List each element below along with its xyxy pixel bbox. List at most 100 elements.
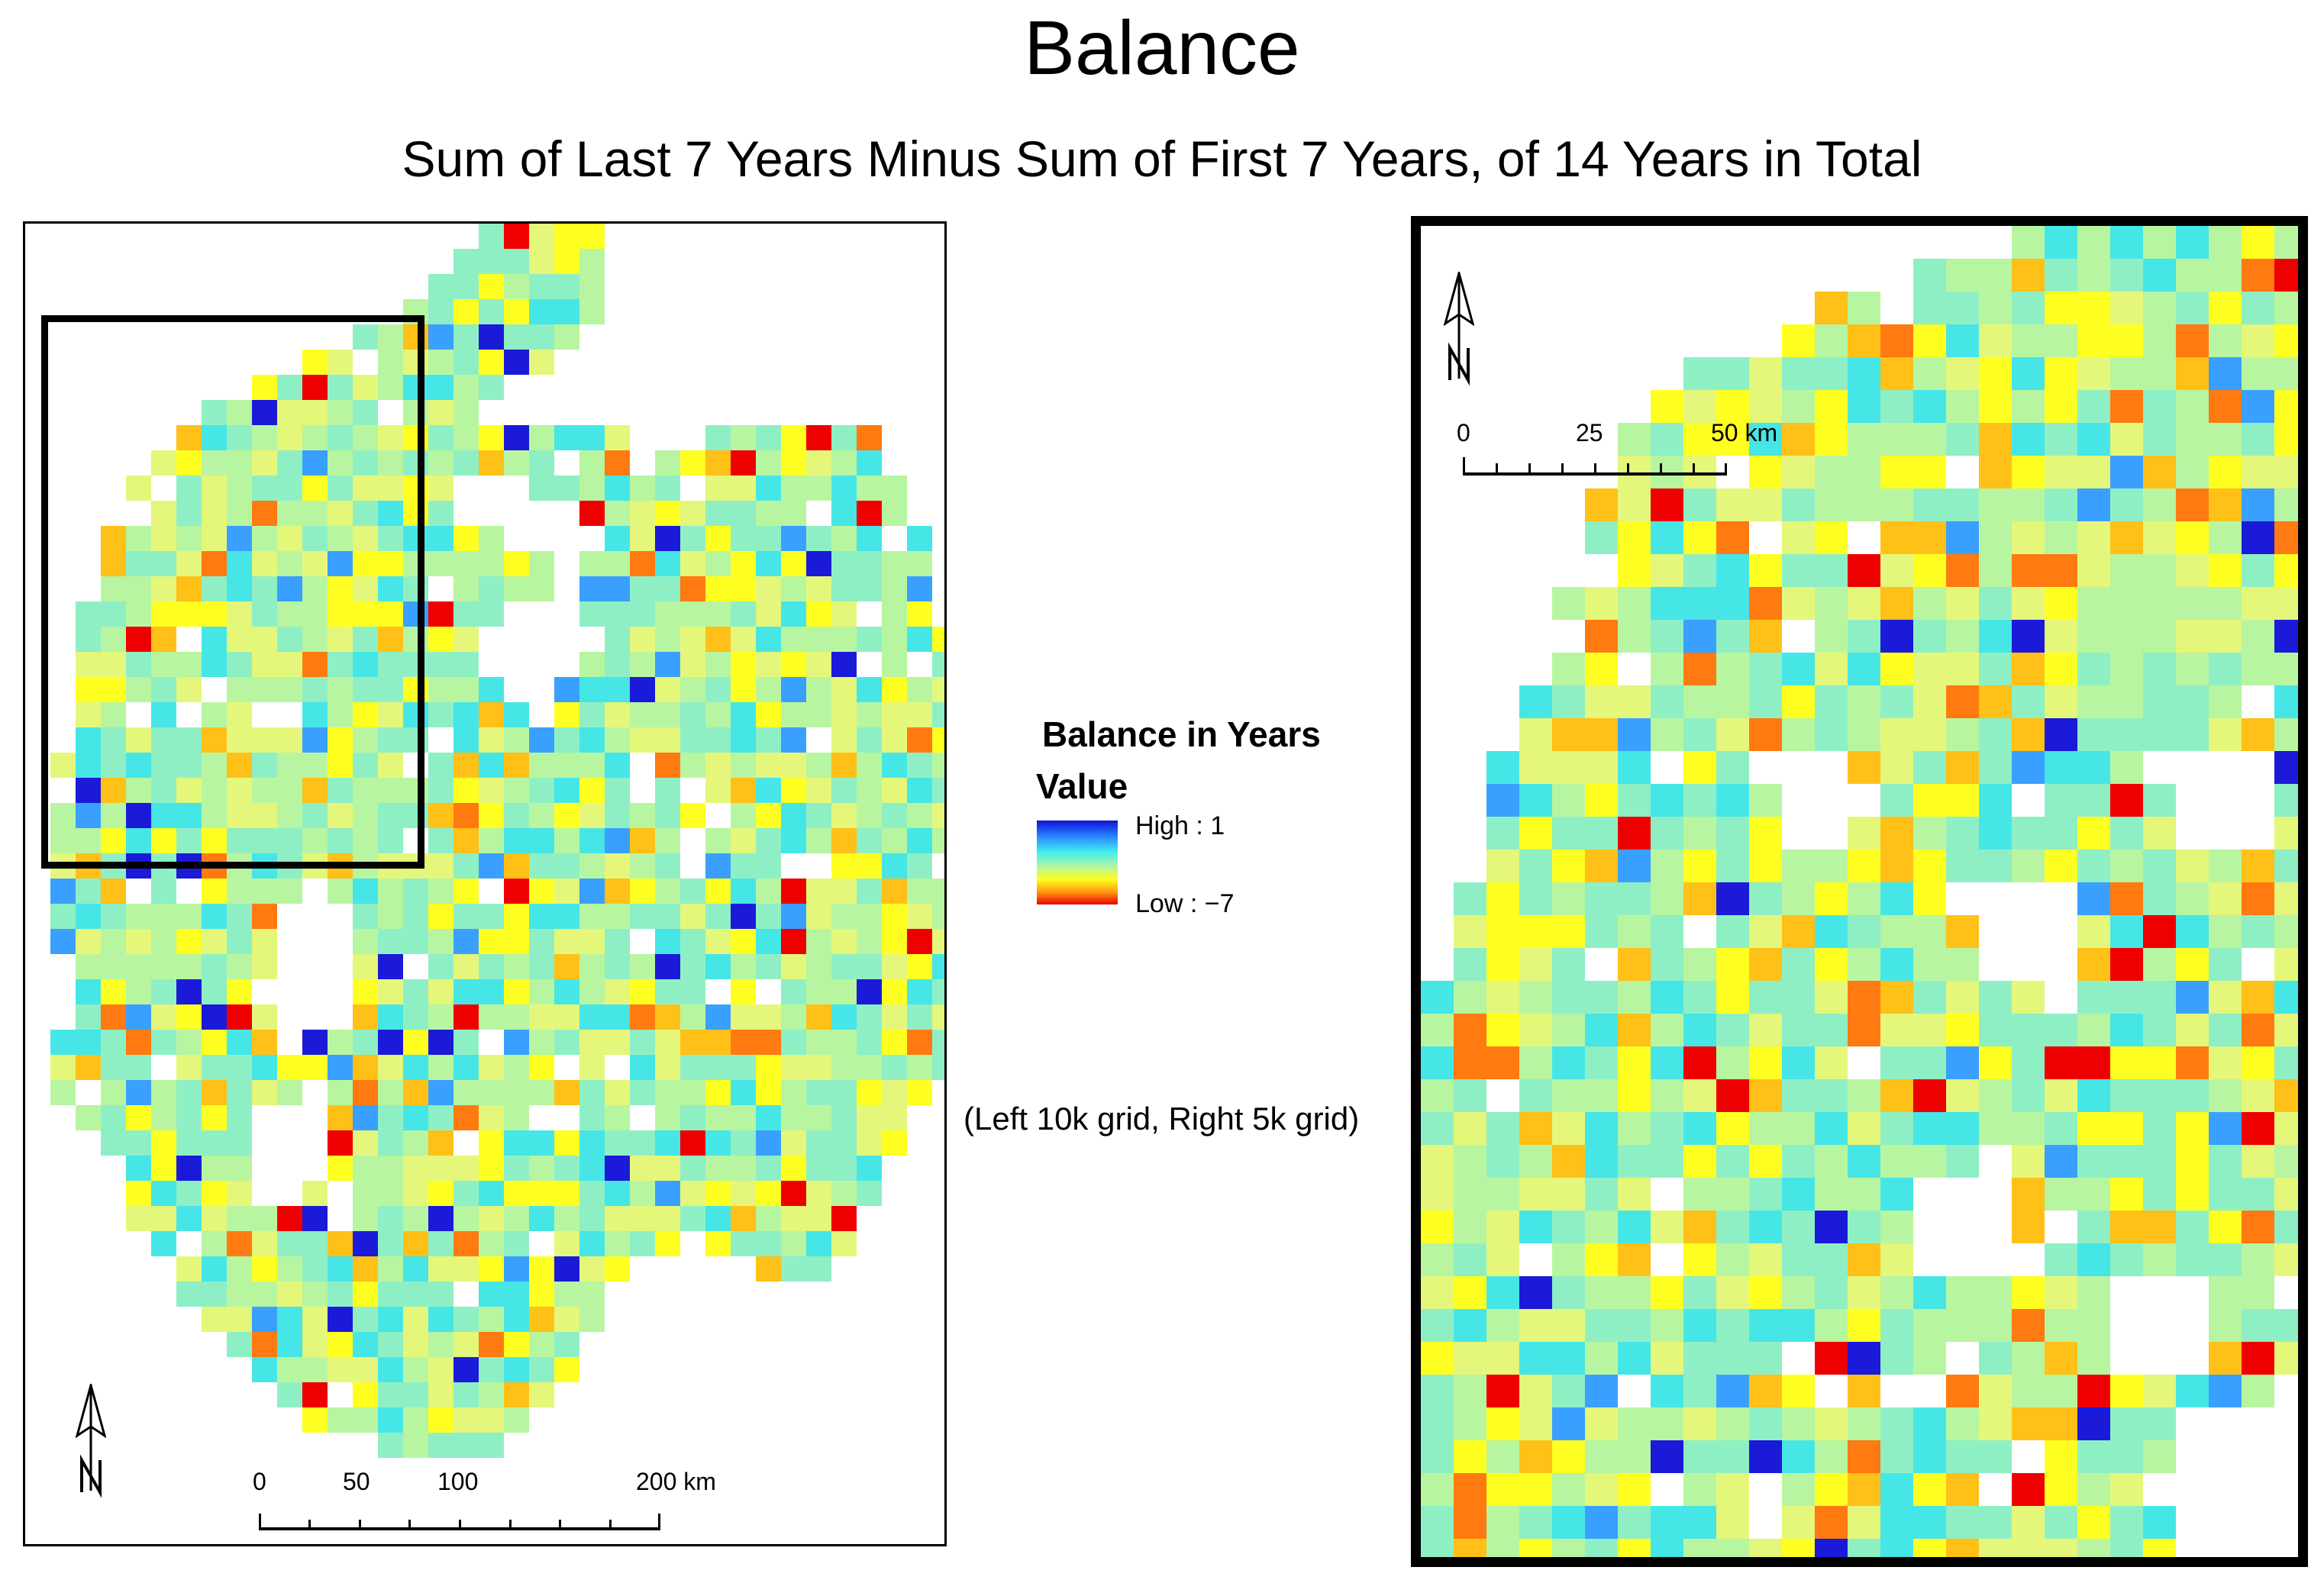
right-grid-cell — [1880, 915, 1913, 948]
left-grid-cell — [655, 501, 680, 526]
right-grid-cell — [1519, 1506, 1552, 1539]
left-grid-cell — [680, 677, 705, 702]
right-grid-cell — [1552, 1539, 1585, 1557]
right-grid-cell — [1683, 1375, 1716, 1407]
left-grid-cell — [227, 677, 252, 702]
left-grid-cell — [101, 652, 126, 677]
right-grid-cell — [1749, 685, 1782, 718]
right-grid-cell — [1683, 882, 1716, 915]
left-grid-cell — [378, 1357, 403, 1382]
right-grid-cell — [1618, 1506, 1651, 1539]
left-grid-cell — [554, 1181, 579, 1206]
right-grid-cell — [2045, 1473, 2077, 1506]
left-grid-cell — [277, 400, 302, 425]
left-grid-cell — [454, 879, 479, 904]
right-grid-cell — [1683, 981, 1716, 1014]
right-grid-cell — [1618, 1178, 1651, 1211]
right-grid-cell — [1716, 817, 1749, 850]
right-grid-cell — [1782, 1539, 1815, 1557]
left-grid-cell — [731, 1181, 756, 1206]
right-grid-cell — [2077, 981, 2110, 1014]
left-grid-cell — [328, 652, 353, 677]
right-grid-cell — [1880, 1276, 1913, 1309]
left-grid-cell — [630, 576, 655, 601]
left-grid-cell — [252, 576, 277, 601]
right-grid-cell — [1979, 587, 2012, 620]
left-grid-cell — [731, 501, 756, 526]
left-grid-cell — [328, 879, 353, 904]
right-grid-cell — [1651, 1145, 1683, 1178]
right-grid-cell — [2045, 817, 2077, 850]
right-grid-cell — [1782, 587, 1815, 620]
left-grid-cell — [756, 1156, 781, 1181]
left-grid-cell — [504, 425, 529, 450]
left-grid-cell — [378, 979, 403, 1004]
right-grid-cell — [1815, 521, 1848, 554]
left-grid-cell — [857, 1181, 882, 1206]
left-grid-cell — [454, 324, 479, 350]
left-grid-cell — [403, 929, 428, 954]
left-grid-cell — [151, 1231, 176, 1256]
left-grid-cell — [176, 652, 202, 677]
left-grid-cell — [227, 1030, 252, 1055]
right-grid-cell — [2143, 1178, 2176, 1211]
left-map-frame: 0 50 100 200 km — [23, 221, 947, 1546]
left-grid-cell — [277, 1055, 302, 1080]
left-grid-cell — [680, 1080, 705, 1105]
left-grid-cell — [479, 979, 504, 1004]
left-grid-cell — [353, 702, 378, 727]
right-grid-cell — [1913, 390, 1946, 423]
left-grid-cell — [605, 929, 630, 954]
right-grid-cell — [2143, 948, 2176, 981]
right-grid-cell — [1618, 915, 1651, 948]
left-grid-cell — [705, 702, 731, 727]
left-grid-cell — [579, 249, 605, 274]
left-grid-cell — [857, 803, 882, 828]
left-grid-cell — [252, 1206, 277, 1231]
left-grid-cell — [907, 1055, 932, 1080]
left-grid-cell — [202, 1030, 227, 1055]
left-grid-cell — [806, 1231, 831, 1256]
left-grid-cell — [680, 727, 705, 753]
left-grid-cell — [731, 1206, 756, 1231]
right-grid-cell — [2209, 1014, 2242, 1046]
left-grid-cell — [705, 1181, 731, 1206]
left-grid-cell — [428, 1332, 454, 1357]
right-grid-cell — [2143, 1375, 2176, 1407]
right-grid-cell — [2143, 1211, 2176, 1243]
left-grid-cell — [227, 1105, 252, 1130]
right-grid-cell — [2274, 718, 2298, 751]
left-grid-cell — [680, 803, 705, 828]
right-grid-cell — [1946, 1375, 1979, 1407]
right-grid-cell — [2274, 784, 2298, 817]
right-grid-cell — [2209, 521, 2242, 554]
right-grid-cell — [2012, 1276, 2045, 1309]
left-grid-cell — [529, 828, 554, 853]
right-grid-cell — [1815, 1014, 1848, 1046]
right-grid-cell — [2176, 488, 2209, 521]
left-grid-cell — [403, 1105, 428, 1130]
left-grid-cell — [655, 476, 680, 501]
left-grid-cell — [680, 1156, 705, 1181]
right-grid-cell — [2012, 685, 2045, 718]
right-grid-cell — [1848, 1342, 1880, 1375]
right-grid-cell — [2274, 817, 2298, 850]
left-grid-cell — [76, 627, 101, 652]
scale-label-50: 50 — [343, 1468, 370, 1495]
left-grid-cell — [454, 576, 479, 601]
right-grid-cell — [1815, 1178, 1848, 1211]
left-grid-cell — [454, 803, 479, 828]
right-grid-raster — [1421, 226, 2298, 1557]
left-grid-cell — [202, 1307, 227, 1332]
right-grid-cell — [2274, 1079, 2298, 1112]
left-grid-cell — [378, 929, 403, 954]
right-grid-cell — [1848, 1440, 1880, 1473]
left-grid-cell — [630, 526, 655, 551]
left-grid-cell — [277, 1231, 302, 1256]
left-grid-cell — [479, 425, 504, 450]
left-grid-cell — [428, 450, 454, 476]
left-grid-cell — [554, 979, 579, 1004]
left-grid-cell — [831, 501, 857, 526]
left-grid-cell — [781, 1256, 806, 1282]
right-grid-cell — [2012, 1407, 2045, 1440]
